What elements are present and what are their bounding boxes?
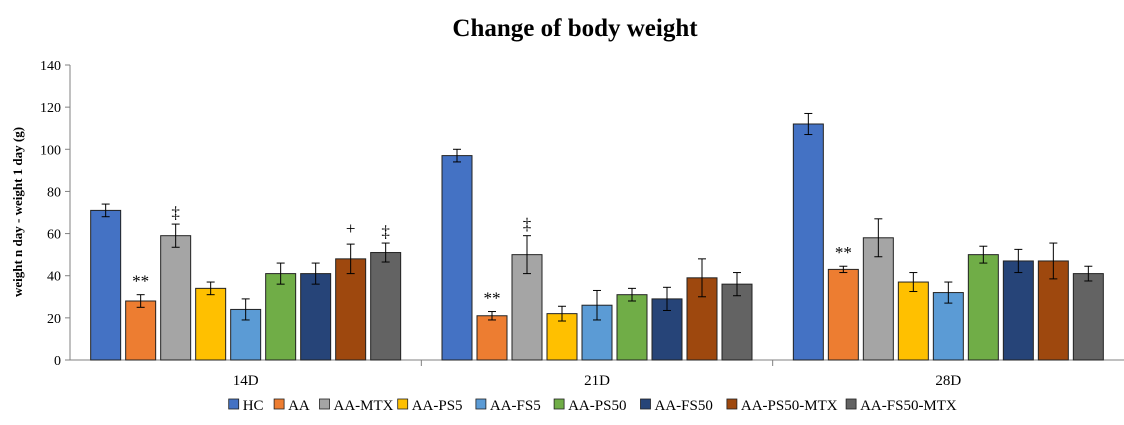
bar bbox=[897, 281, 929, 361]
legend-label: AA-FS50-MTX bbox=[860, 398, 957, 414]
legend-label: AA-MTX bbox=[334, 398, 394, 414]
legend-swatch bbox=[553, 398, 565, 410]
bar bbox=[862, 237, 894, 361]
y-tick-label: 140 bbox=[40, 59, 61, 74]
significance-label: ‡ bbox=[381, 222, 390, 241]
plot-area: 0 20 40 60 80 100 120 140 14D 21D 28D ** ‡ + ‡ ** ‡ ** bbox=[40, 59, 1124, 389]
bar bbox=[932, 292, 964, 361]
legend-label: AA-PS5 bbox=[412, 398, 463, 414]
bar bbox=[721, 283, 753, 361]
x-category-label: 21D bbox=[584, 373, 610, 389]
bar bbox=[1002, 260, 1034, 361]
legend-swatch bbox=[845, 398, 857, 410]
y-axis-label: weight n day - weight 1 day (g) bbox=[10, 127, 25, 297]
bar bbox=[300, 273, 332, 361]
bar bbox=[827, 268, 859, 361]
bar bbox=[125, 300, 157, 361]
x-category-label: 28D bbox=[935, 373, 961, 389]
y-tick-label: 40 bbox=[47, 270, 61, 285]
chart-title: Change of body weight bbox=[452, 15, 698, 42]
y-tick-label: 100 bbox=[40, 143, 61, 158]
legend-swatch bbox=[726, 398, 738, 410]
bar bbox=[90, 209, 122, 361]
legend: HC AA AA-MTX AA-PS5 AA-FS5 AA-PS50 AA-FS50 AA-P… bbox=[228, 398, 957, 414]
legend-label: AA-FS50 bbox=[655, 398, 713, 414]
significance-label: ** bbox=[132, 272, 149, 291]
y-tick-label: 60 bbox=[47, 228, 61, 243]
significance-label: + bbox=[346, 219, 356, 238]
y-tick-label: 20 bbox=[47, 312, 61, 327]
significance-label: ‡ bbox=[171, 203, 180, 222]
legend-label: AA bbox=[288, 398, 310, 414]
bar bbox=[441, 155, 473, 361]
bar bbox=[616, 294, 648, 361]
legend-swatch bbox=[228, 398, 240, 410]
legend-label: HC bbox=[243, 398, 264, 414]
bar bbox=[1072, 273, 1104, 361]
y-tick-label: 0 bbox=[54, 354, 61, 369]
bar bbox=[476, 315, 508, 361]
legend-swatch bbox=[273, 398, 285, 410]
bar bbox=[967, 254, 999, 361]
bar bbox=[335, 258, 367, 361]
legend-swatch bbox=[397, 398, 409, 410]
legend-label: AA-FS5 bbox=[490, 398, 541, 414]
legend-swatch bbox=[640, 398, 651, 410]
bar bbox=[265, 273, 297, 361]
bar bbox=[195, 287, 227, 361]
legend-swatch bbox=[475, 398, 487, 410]
y-tick-label: 80 bbox=[47, 185, 61, 200]
significance-label: ** bbox=[835, 243, 852, 262]
bar bbox=[792, 123, 824, 361]
y-tick-label: 120 bbox=[40, 101, 61, 116]
legend-swatch bbox=[319, 398, 330, 410]
bar bbox=[160, 235, 192, 361]
x-category-label: 14D bbox=[233, 373, 259, 389]
legend-label: AA-PS50-MTX bbox=[741, 398, 838, 414]
significance-label: ‡ bbox=[523, 215, 532, 234]
significance-label: ** bbox=[484, 289, 501, 308]
bar bbox=[370, 252, 402, 361]
legend-label: AA-PS50 bbox=[568, 398, 626, 414]
